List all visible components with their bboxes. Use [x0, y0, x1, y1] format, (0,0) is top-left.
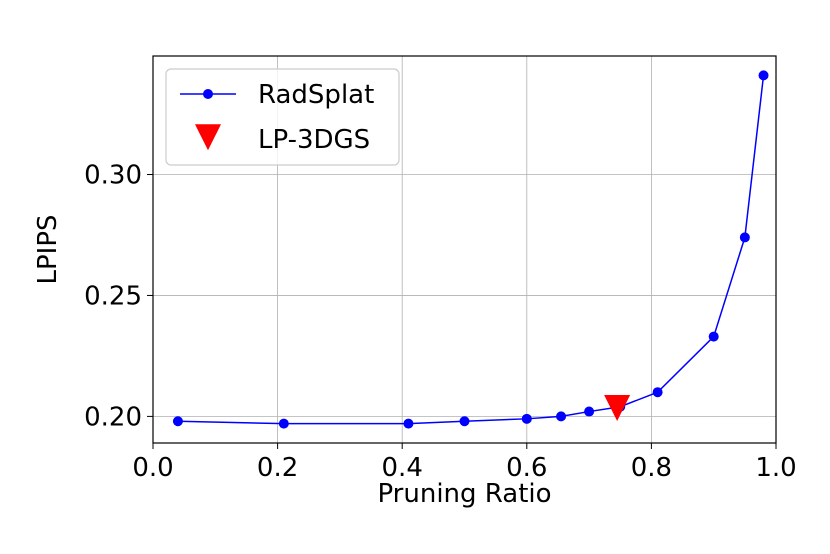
- radsplat-point: [403, 418, 414, 429]
- x-tick-label: 0.4: [382, 453, 423, 483]
- lp-3dgs-point: [604, 395, 631, 422]
- radsplat-point: [758, 70, 769, 81]
- radsplat-point: [739, 232, 750, 243]
- x-axis-label: Pruning Ratio: [377, 479, 551, 509]
- legend-marker-radsplat: [203, 89, 213, 99]
- plot-frame: [152, 55, 777, 444]
- radsplat-point: [459, 416, 470, 427]
- radsplat-point: [172, 416, 183, 427]
- radsplat-point: [556, 411, 567, 422]
- legend-label-radsplat: RadSplat: [258, 80, 374, 110]
- y-tick-label: 0.30: [84, 161, 142, 191]
- legend-label-lp-3dgs: LP-3DGS: [258, 125, 370, 155]
- x-tick-label: 0.2: [257, 453, 298, 483]
- x-tick-label: 0.8: [631, 453, 672, 483]
- radsplat-point: [521, 413, 532, 424]
- x-tick-label: 0.0: [132, 453, 173, 483]
- legend-marker-lp-3dgs: [195, 124, 221, 151]
- series-layer: [172, 70, 769, 429]
- radsplat-line: [177, 75, 765, 425]
- radsplat-point: [584, 406, 595, 417]
- x-tick-label: 0.6: [506, 453, 547, 483]
- ticks: 0.0 0.2 0.4 0.6 0.8 1.0 0.20 0.25 0.30: [84, 161, 797, 483]
- y-tick-label: 0.20: [84, 402, 142, 432]
- radsplat-point: [708, 331, 719, 342]
- y-axis-label: LPIPS: [33, 214, 63, 284]
- legend-box: [165, 68, 400, 166]
- legend: RadSplat LP-3DGS: [165, 68, 400, 166]
- radsplat-point: [278, 418, 289, 429]
- y-tick-label: 0.25: [84, 281, 142, 311]
- x-tick-label: 1.0: [755, 453, 796, 483]
- radsplat-point: [652, 387, 663, 398]
